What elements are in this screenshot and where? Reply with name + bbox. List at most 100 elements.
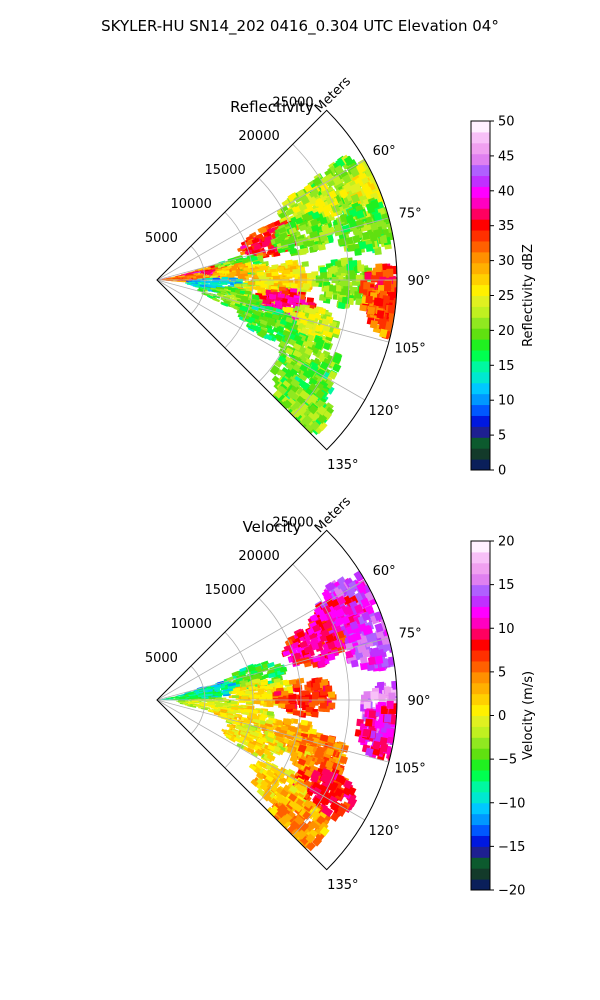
colorbar-swatch [471, 759, 490, 771]
colorbar-swatch [471, 404, 490, 416]
colorbar-swatch [471, 208, 490, 220]
data-cell [270, 210, 336, 257]
colorbar-swatch [471, 562, 490, 575]
azimuth-tick-label: 105° [394, 761, 425, 776]
colorbar-tick-label: 15 [498, 359, 515, 374]
data-cell [281, 619, 348, 669]
colorbar-swatch [471, 584, 490, 597]
azimuth-tick-label: 90° [407, 274, 430, 289]
colorbar-swatch [471, 197, 490, 209]
colorbar-swatch [471, 295, 490, 307]
colorbar-tick-label: −10 [498, 796, 525, 811]
colorbar-swatch [471, 328, 490, 340]
colorbar-swatch [471, 879, 490, 891]
colorbar-tick-label: 0 [498, 464, 506, 479]
colorbar-swatch [471, 142, 490, 155]
azimuth-gridline [156, 637, 389, 701]
data-cell [311, 257, 374, 310]
colorbar-swatch [471, 715, 490, 727]
colorbar: 0 5 10 15 20 25 30 35 40 45 50 Reflectivity dBZ [470, 115, 536, 479]
colorbar-swatch [471, 131, 490, 144]
colorbar-swatch [471, 459, 490, 471]
azimuth-gridline [156, 217, 389, 281]
colorbar-swatch [471, 606, 490, 618]
colorbar-swatch [471, 780, 490, 793]
colorbar-swatch [471, 650, 490, 662]
colorbar-tick-label: 0 [498, 709, 506, 724]
azimuth-gridline [156, 279, 389, 343]
colorbar-swatch [471, 846, 490, 858]
colorbar-swatch [471, 339, 490, 351]
colorbar-tick-label: 15 [498, 578, 515, 593]
colorbar-swatch [471, 186, 490, 198]
colorbar-swatch [471, 693, 490, 706]
colorbar-swatch [471, 121, 490, 133]
azimuth-gridline [156, 279, 366, 401]
colorbar-swatch [471, 595, 490, 607]
azimuth-tick-label: 120° [369, 404, 400, 419]
colorbar-tick-label: 20 [498, 535, 515, 550]
colorbar-swatch [471, 164, 490, 177]
range-axis-label: Meters [312, 74, 354, 116]
radar-panel-1: Reflectivity 5000 10000 15000 20000 25000 60° 7… [145, 74, 536, 479]
colorbar-swatch [471, 262, 490, 275]
colorbar-swatch [471, 868, 490, 880]
range-axis-label: Meters [312, 494, 354, 536]
figure-suptitle: SKYLER-HU SN14_202 0416_0.304 UTC Elevat… [101, 17, 499, 36]
colorbar-swatch [471, 415, 490, 427]
azimuth-tick-label: 105° [394, 341, 425, 356]
range-tick-label: 25000 [272, 95, 313, 110]
colorbar-swatch [471, 306, 490, 318]
data-field [160, 570, 397, 852]
colorbar-swatch [471, 284, 490, 296]
range-tick-label: 15000 [204, 583, 245, 598]
panel-title: Velocity [243, 518, 302, 536]
colorbar-tick-label: 45 [498, 149, 515, 164]
azimuth-gridline [156, 699, 366, 821]
colorbar-swatch [471, 219, 490, 231]
colorbar-swatch [471, 835, 490, 847]
azimuth-tick-label: 60° [373, 564, 396, 579]
colorbar-swatch [471, 240, 490, 253]
azimuth-tick-label: 120° [369, 824, 400, 839]
colorbar-swatch [471, 393, 490, 406]
colorbar-swatch [471, 360, 490, 373]
colorbar-swatch [471, 437, 490, 449]
data-cell [332, 197, 397, 256]
azimuth-tick-label: 135° [327, 878, 358, 893]
range-tick-label: 25000 [272, 515, 313, 530]
azimuth-tick-label: 60° [373, 144, 396, 159]
colorbar-swatch [471, 371, 490, 384]
data-cell [354, 700, 397, 763]
colorbar-swatch [471, 726, 490, 738]
azimuth-tick-label: 75° [399, 627, 422, 642]
colorbar-tick-label: 50 [498, 115, 515, 130]
colorbar-swatch [471, 551, 490, 564]
azimuth-tick-label: 90° [407, 694, 430, 709]
colorbar-label: Reflectivity dBZ [521, 244, 536, 347]
colorbar-swatch [471, 639, 490, 651]
colorbar-swatch [471, 426, 490, 438]
colorbar-tick-label: −5 [498, 753, 517, 768]
colorbar-swatch [471, 628, 490, 640]
colorbar-swatch [471, 350, 490, 362]
range-tick-label: 10000 [171, 617, 212, 632]
range-tick-label: 20000 [238, 549, 279, 564]
colorbar-swatch [471, 251, 490, 264]
colorbar-tick-label: 5 [498, 665, 506, 680]
colorbar-label: Velocity (m/s) [521, 671, 536, 760]
colorbar: −20 −15 −10 −5 0 5 10 15 20 Velocity (m/s) [470, 535, 536, 899]
colorbar-swatch [471, 813, 490, 826]
colorbar-tick-label: 30 [498, 254, 515, 269]
azimuth-gridline [156, 699, 389, 763]
data-cell [266, 793, 330, 852]
colorbar-swatch [471, 541, 490, 553]
colorbar-tick-label: 40 [498, 184, 515, 199]
colorbar-swatch [471, 802, 490, 815]
azimuth-tick-label: 75° [399, 207, 422, 222]
colorbar-swatch [471, 671, 490, 684]
data-cell [271, 677, 337, 718]
colorbar-tick-label: −20 [498, 884, 525, 899]
colorbar-swatch [471, 682, 490, 695]
